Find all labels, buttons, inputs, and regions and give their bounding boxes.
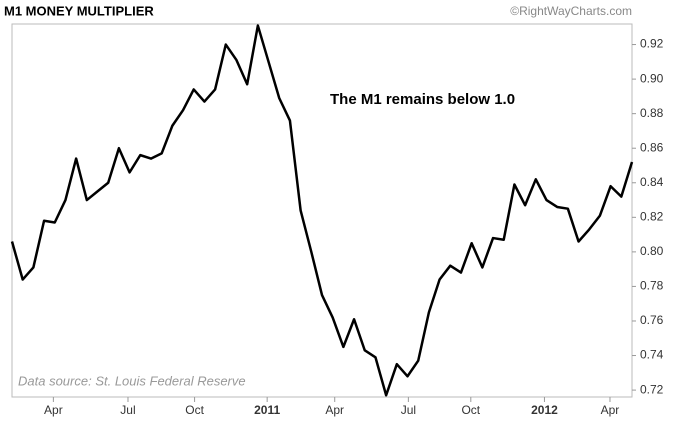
x-tick-label: Oct [185, 403, 204, 417]
x-tick-label: 2011 [254, 403, 280, 417]
credit: ©RightWayCharts.com [510, 4, 632, 18]
source-note: Data source: St. Louis Federal Reserve [18, 373, 246, 388]
y-tick-label: 0.82 [640, 209, 664, 223]
y-tick-label: 0.92 [640, 37, 664, 51]
chart-title: M1 MONEY MULTIPLIER [4, 3, 154, 18]
y-tick-label: 0.84 [640, 175, 664, 189]
line-series [10, 24, 634, 397]
x-tick-label: Apr [325, 403, 344, 417]
x-tick-label: Jul [401, 403, 416, 417]
x-tick-label: Apr [601, 403, 620, 417]
y-tick-label: 0.72 [640, 382, 664, 396]
y-tick-label: 0.86 [640, 140, 664, 154]
x-tick-label: Apr [44, 403, 63, 417]
y-tick-label: 0.76 [640, 313, 664, 327]
annotation: The M1 remains below 1.0 [330, 91, 515, 108]
y-tick-label: 0.78 [640, 279, 664, 293]
x-tick-label: Jul [120, 403, 135, 417]
x-tick-label: Oct [461, 403, 480, 417]
plot-frame [11, 23, 633, 398]
y-tick-label: 0.74 [640, 348, 664, 362]
x-tick-label: 2012 [531, 403, 558, 417]
y-tick-label: 0.90 [640, 71, 664, 85]
y-tick-label: 0.80 [640, 244, 664, 258]
y-tick-label: 0.88 [640, 106, 664, 120]
